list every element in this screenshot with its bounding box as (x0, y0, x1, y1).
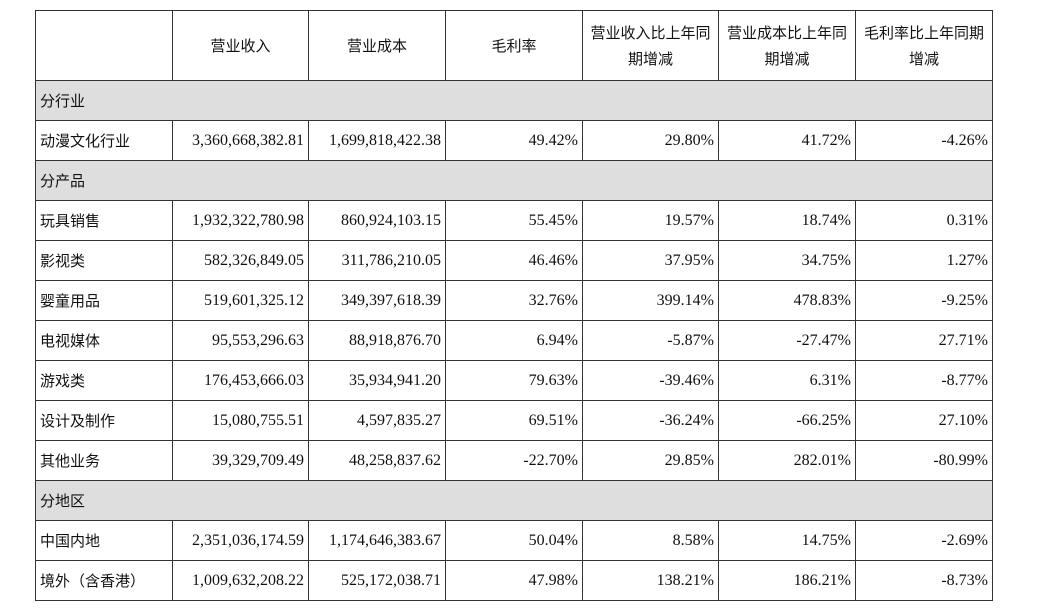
cell: 399.14% (582, 280, 719, 321)
row-label: 中国内地 (35, 520, 173, 561)
cell: 176,453,666.03 (172, 360, 309, 401)
cell: 4,597,835.27 (308, 400, 446, 441)
row-label: 设计及制作 (35, 400, 173, 441)
data-row: 婴童用品 519,601,325.12 349,397,618.39 32.76% 39… (35, 280, 993, 321)
cell: -22.70% (445, 440, 583, 481)
header-cell: 营业收入 (172, 10, 309, 81)
cell: 6.94% (445, 320, 583, 361)
cell: 88,918,876.70 (308, 320, 446, 361)
section-row: 分行业 (35, 80, 993, 121)
data-row: 动漫文化行业 3,360,668,382.81 1,699,818,422.38 49… (35, 120, 993, 161)
cell: 29.85% (582, 440, 719, 481)
cell: 1,699,818,422.38 (308, 120, 446, 161)
cell: 50.04% (445, 520, 583, 561)
header-row: 营业收入 营业成本 毛利率 营业收入比上年同期增减 营业成本比上年同期增减 毛利率比上年同… (35, 10, 993, 81)
header-cell (35, 10, 173, 81)
data-row: 境外（含香港） 1,009,632,208.22 525,172,038.71 47.… (35, 560, 993, 601)
cell: 1.27% (855, 240, 993, 281)
row-label: 其他业务 (35, 440, 173, 481)
cell: 69.51% (445, 400, 583, 441)
cell: 18.74% (718, 200, 856, 241)
cell: 2,351,036,174.59 (172, 520, 309, 561)
cell: 1,174,646,383.67 (308, 520, 446, 561)
data-row: 影视类 582,326,849.05 311,786,210.05 46.46% 37.… (35, 240, 993, 281)
cell: 138.21% (582, 560, 719, 601)
cell: 6.31% (718, 360, 856, 401)
cell: 478.83% (718, 280, 856, 321)
row-label: 动漫文化行业 (35, 120, 173, 161)
cell: 525,172,038.71 (308, 560, 446, 601)
data-row: 设计及制作 15,080,755.51 4,597,835.27 69.51% -36.… (35, 400, 993, 441)
cell: 14.75% (718, 520, 856, 561)
cell: 41.72% (718, 120, 856, 161)
cell: -39.46% (582, 360, 719, 401)
cell: 55.45% (445, 200, 583, 241)
cell: 29.80% (582, 120, 719, 161)
cell: 39,329,709.49 (172, 440, 309, 481)
cell: -8.73% (855, 560, 993, 601)
header-cell: 毛利率比上年同期增减 (855, 10, 993, 81)
cell: 0.31% (855, 200, 993, 241)
section-row: 分产品 (35, 160, 993, 201)
section-row: 分地区 (35, 480, 993, 521)
row-label: 影视类 (35, 240, 173, 281)
cell: 27.71% (855, 320, 993, 361)
cell: 582,326,849.05 (172, 240, 309, 281)
header-cell: 营业收入比上年同期增减 (582, 10, 719, 81)
row-label: 分行业 (35, 80, 993, 121)
cell: 15,080,755.51 (172, 400, 309, 441)
cell: -5.87% (582, 320, 719, 361)
cell: 311,786,210.05 (308, 240, 446, 281)
header-cell: 营业成本比上年同期增减 (718, 10, 856, 81)
cell: 47.98% (445, 560, 583, 601)
data-row: 游戏类 176,453,666.03 35,934,941.20 79.63% -39.… (35, 360, 993, 401)
cell: -66.25% (718, 400, 856, 441)
data-row: 玩具销售 1,932,322,780.98 860,924,103.15 55.45%… (35, 200, 993, 241)
cell: -27.47% (718, 320, 856, 361)
header-cell: 毛利率 (445, 10, 583, 81)
row-label: 分地区 (35, 480, 993, 521)
cell: 27.10% (855, 400, 993, 441)
cell: 79.63% (445, 360, 583, 401)
cell: 35,934,941.20 (308, 360, 446, 401)
cell: 37.95% (582, 240, 719, 281)
cell: 19.57% (582, 200, 719, 241)
cell: 3,360,668,382.81 (172, 120, 309, 161)
row-label: 玩具销售 (35, 200, 173, 241)
cell: 34.75% (718, 240, 856, 281)
data-row: 中国内地 2,351,036,174.59 1,174,646,383.67 50.0… (35, 520, 993, 561)
table-body: 分行业 动漫文化行业 3,360,668,382.81 1,699,818,422.3… (35, 80, 993, 601)
data-table: 营业收入 营业成本 毛利率 营业收入比上年同期增减 营业成本比上年同期增减 毛利率比上年同… (35, 10, 993, 601)
cell: 1,009,632,208.22 (172, 560, 309, 601)
cell: -8.77% (855, 360, 993, 401)
cell: 349,397,618.39 (308, 280, 446, 321)
cell: -80.99% (855, 440, 993, 481)
row-label: 电视媒体 (35, 320, 173, 361)
cell: 282.01% (718, 440, 856, 481)
cell: -4.26% (855, 120, 993, 161)
cell: 95,553,296.63 (172, 320, 309, 361)
row-label: 境外（含香港） (35, 560, 173, 601)
cell: 186.21% (718, 560, 856, 601)
cell: 46.46% (445, 240, 583, 281)
cell: 1,932,322,780.98 (172, 200, 309, 241)
row-label: 分产品 (35, 160, 993, 201)
cell: -2.69% (855, 520, 993, 561)
cell: 32.76% (445, 280, 583, 321)
cell: 48,258,837.62 (308, 440, 446, 481)
cell: -9.25% (855, 280, 993, 321)
header-cell: 营业成本 (308, 10, 446, 81)
data-row: 电视媒体 95,553,296.63 88,918,876.70 6.94% -5.87… (35, 320, 993, 361)
data-row: 其他业务 39,329,709.49 48,258,837.62 -22.70% 29.… (35, 440, 993, 481)
cell: -36.24% (582, 400, 719, 441)
cell: 49.42% (445, 120, 583, 161)
row-label: 游戏类 (35, 360, 173, 401)
cell: 519,601,325.12 (172, 280, 309, 321)
cell: 8.58% (582, 520, 719, 561)
row-label: 婴童用品 (35, 280, 173, 321)
cell: 860,924,103.15 (308, 200, 446, 241)
